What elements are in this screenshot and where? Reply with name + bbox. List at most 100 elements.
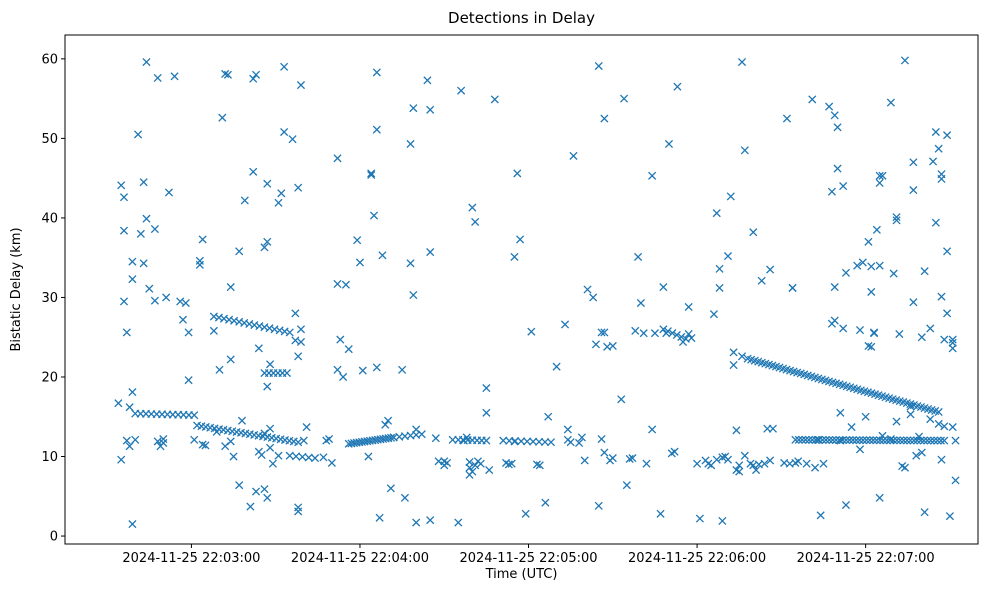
data-point	[855, 436, 864, 445]
data-point	[249, 74, 258, 83]
data-point	[740, 146, 749, 155]
data-point	[386, 433, 396, 442]
data-point	[184, 328, 193, 337]
y-tick-label: 20	[41, 370, 58, 385]
data-point	[150, 224, 159, 234]
data-point	[423, 76, 432, 85]
data-point	[920, 267, 929, 276]
data-point	[263, 179, 272, 188]
data-point	[142, 214, 151, 223]
data-point	[718, 516, 727, 525]
data-point	[847, 423, 856, 432]
data-point	[852, 436, 861, 445]
data-point	[819, 459, 828, 468]
data-point	[659, 283, 668, 292]
data-point	[858, 258, 867, 267]
data-point	[510, 437, 519, 446]
data-point	[948, 335, 957, 344]
data-point	[333, 365, 342, 374]
data-point	[240, 196, 249, 205]
data-point	[367, 170, 376, 180]
x-tick-label: 2024-11-25 22:05:00	[459, 551, 597, 566]
data-point	[304, 453, 313, 462]
data-point	[815, 435, 824, 445]
data-point	[546, 438, 556, 447]
data-point	[664, 139, 674, 149]
data-point	[594, 501, 603, 510]
data-point	[830, 316, 839, 325]
data-point	[552, 362, 561, 371]
data-point	[830, 283, 839, 292]
data-point	[659, 325, 668, 334]
data-point	[468, 203, 477, 212]
data-point	[723, 252, 733, 261]
data-point	[906, 410, 915, 419]
chart-title: Detections in Delay	[448, 9, 595, 27]
data-point	[499, 436, 508, 445]
data-point	[841, 500, 851, 510]
data-point	[384, 416, 393, 425]
data-point	[791, 435, 800, 444]
data-point	[886, 98, 895, 107]
data-point	[670, 447, 679, 456]
data-point	[409, 104, 418, 113]
data-point	[260, 243, 269, 252]
data-point	[190, 411, 199, 420]
data-point	[257, 450, 266, 459]
data-point	[288, 135, 297, 144]
data-point	[729, 348, 738, 357]
data-point	[540, 437, 550, 447]
data-point	[237, 416, 247, 425]
data-point	[386, 484, 395, 493]
data-point	[426, 248, 435, 257]
data-point	[263, 382, 272, 391]
data-point	[712, 209, 721, 218]
data-point	[926, 436, 935, 445]
data-point	[845, 436, 854, 445]
data-point	[201, 441, 210, 450]
x-tick-label: 2024-11-25 22:07:00	[797, 551, 935, 566]
data-point	[521, 509, 530, 518]
data-point	[926, 324, 935, 333]
data-point	[457, 86, 466, 95]
data-point	[729, 360, 738, 370]
data-point	[830, 111, 839, 120]
data-point	[468, 467, 477, 476]
data-point	[128, 275, 137, 284]
x-tick-label: 2024-11-25 22:03:00	[122, 551, 260, 566]
data-point	[184, 376, 193, 385]
data-point	[836, 436, 845, 445]
data-point	[867, 342, 876, 351]
data-point	[454, 518, 463, 527]
data-point	[811, 463, 820, 472]
data-point	[159, 438, 168, 448]
data-point	[150, 296, 159, 305]
data-point	[544, 412, 553, 421]
data-point	[198, 440, 207, 449]
data-point	[517, 437, 526, 446]
y-tick-label: 60	[41, 52, 58, 67]
data-point	[162, 293, 171, 302]
data-point	[715, 283, 724, 292]
data-point	[490, 95, 499, 104]
data-point	[600, 328, 609, 337]
data-point	[260, 485, 269, 494]
data-point	[125, 403, 134, 412]
data-point	[400, 493, 409, 502]
data-point	[794, 435, 803, 444]
data-point	[178, 315, 188, 324]
data-point	[569, 151, 578, 160]
data-point	[534, 437, 544, 446]
data-point	[855, 445, 865, 454]
data-point	[336, 335, 345, 344]
data-point	[249, 167, 258, 176]
data-point	[895, 329, 904, 339]
data-point	[535, 461, 544, 470]
data-point	[909, 298, 918, 307]
data-point	[274, 198, 283, 207]
data-point	[920, 508, 929, 517]
data-point	[625, 454, 634, 463]
data-point	[900, 463, 910, 472]
data-point	[277, 189, 286, 198]
data-point	[760, 459, 769, 468]
